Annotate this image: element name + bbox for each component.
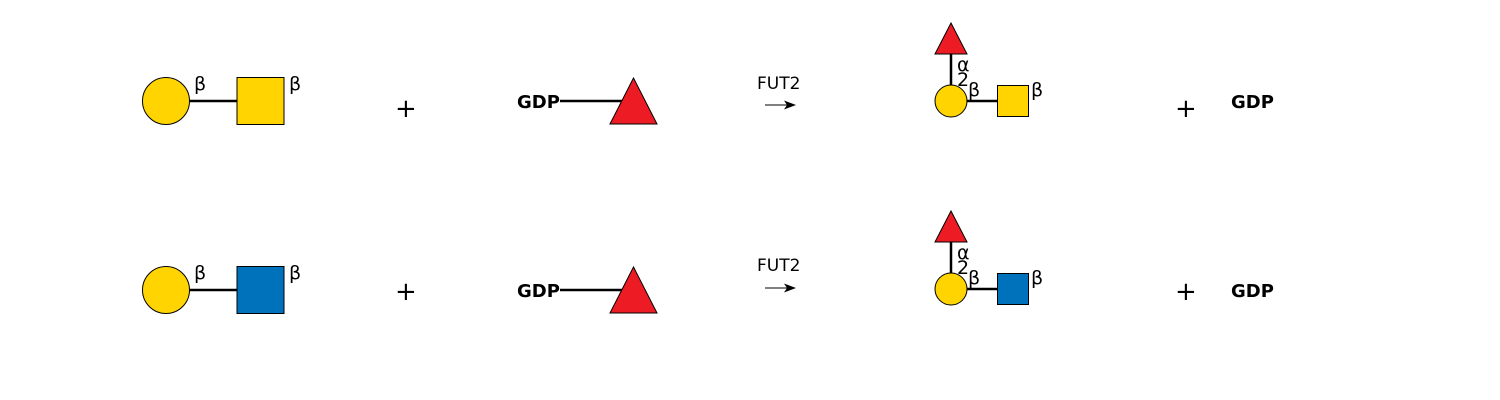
donor-2: GDP: [517, 265, 658, 314]
enzyme-arrow-1: FUT2: [757, 74, 800, 110]
galactose-circle-icon: [142, 266, 190, 314]
product-2: α 2 β β: [934, 209, 1043, 306]
position-label: 2: [957, 69, 969, 91]
fucose-triangle-icon: [934, 209, 968, 243]
plus-sign: +: [1175, 277, 1197, 307]
linkage-label: β: [968, 267, 980, 289]
substrate-2: β β: [142, 262, 301, 314]
linkage-label: β: [1031, 267, 1043, 289]
gdp-byproduct-label: GDP: [1231, 281, 1274, 302]
donor-1: GDP: [517, 76, 658, 125]
fucose-triangle-icon: [609, 265, 658, 314]
galactose-circle-icon: [934, 272, 968, 306]
arrow-head-icon: [784, 283, 796, 293]
linkage-label: β: [289, 73, 301, 95]
plus-sign: +: [1175, 94, 1197, 124]
linkage-label: β: [194, 73, 206, 95]
gdp-label: GDP: [517, 281, 560, 302]
arrow-head-icon: [784, 100, 796, 110]
product-1: α 2 β β: [934, 21, 1043, 118]
gdp-label: GDP: [517, 92, 560, 113]
reaction-2: β β + GDP FUT2 α 2 β β + GDP: [142, 209, 1274, 314]
galnac-square-icon: [997, 85, 1029, 117]
linkage-label: β: [289, 262, 301, 284]
reaction-1: β β + GDP FUT2 α 2 β β + GDP: [142, 21, 1274, 125]
anomer-label: α: [957, 242, 970, 264]
linkage-label: β: [968, 79, 980, 101]
enzyme-arrow-2: FUT2: [757, 256, 800, 293]
plus-sign: +: [395, 94, 417, 124]
fucose-triangle-icon: [934, 21, 968, 55]
enzyme-label: FUT2: [757, 74, 800, 94]
galnac-square-icon: [236, 77, 285, 125]
enzyme-label: FUT2: [757, 256, 800, 276]
galactose-circle-icon: [142, 77, 190, 125]
substrate-1: β β: [142, 73, 301, 125]
plus-sign: +: [395, 277, 417, 307]
position-label: 2: [957, 257, 969, 279]
linkage-label: β: [194, 262, 206, 284]
galactose-circle-icon: [934, 84, 968, 118]
fucose-triangle-icon: [609, 76, 658, 125]
glcnac-square-icon: [236, 266, 285, 314]
anomer-label: α: [957, 54, 970, 76]
gdp-byproduct-label: GDP: [1231, 92, 1274, 113]
linkage-label: β: [1031, 79, 1043, 101]
glcnac-square-icon: [997, 273, 1029, 305]
